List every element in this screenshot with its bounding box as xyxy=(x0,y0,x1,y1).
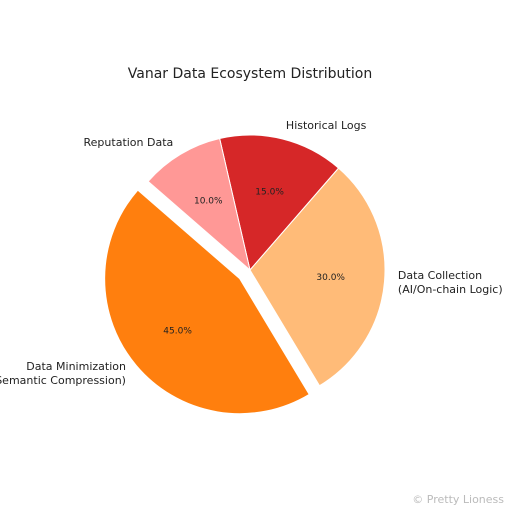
category-label: Historical Logs xyxy=(285,118,367,132)
pie-slice xyxy=(147,137,251,272)
watermark: © Pretty Lioness xyxy=(412,493,504,506)
value-label: 45.0% xyxy=(163,327,192,337)
chart-title: Vanar Data Ecosystem Distribution xyxy=(128,66,372,82)
pie-slice xyxy=(249,167,386,387)
category-label: Data Collection (AI/On-chain Logic) xyxy=(397,268,503,296)
value-label: 15.0% xyxy=(255,187,284,197)
category-label: Data Minimization (Semantic Compression) xyxy=(0,360,126,388)
category-label: Reputation Data xyxy=(83,135,174,149)
value-label: 30.0% xyxy=(316,273,345,283)
pie-slice xyxy=(219,134,340,272)
value-label: 10.0% xyxy=(194,197,223,207)
pie-slice xyxy=(104,189,310,415)
